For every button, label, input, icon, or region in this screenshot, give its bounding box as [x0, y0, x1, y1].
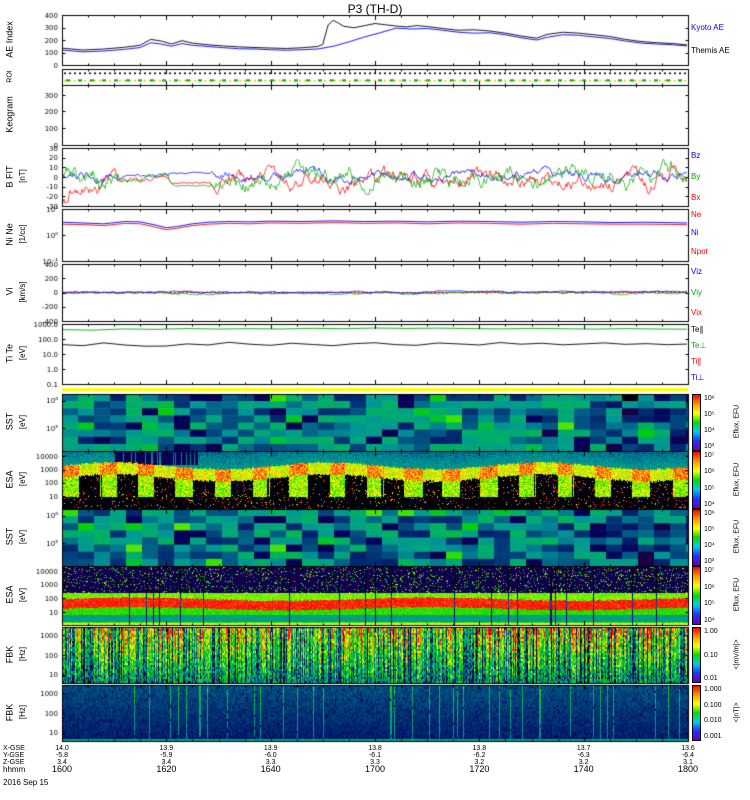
- legend-velocity-viy: Viy: [691, 287, 702, 297]
- colorbar-tick-sst_ions: 10⁴: [704, 427, 715, 434]
- colorbar-esa_electrons: [692, 566, 701, 625]
- xaxis-row-value-y-gse-5: -6.3: [577, 752, 590, 759]
- colorbar-tick-esa_electrons: 10⁷: [704, 567, 715, 574]
- xaxis-row-value-y-gse-0: -5.8: [55, 752, 69, 759]
- xaxis-row-value-x-gse-3: 13.8: [368, 745, 382, 752]
- legend-temperature-te: Te⊥: [691, 341, 707, 351]
- colorbar-esa_ions: [692, 451, 701, 509]
- xaxis-row-value-z-gse-1: 3.4: [161, 759, 172, 766]
- xaxis-row-value-y-gse-2: -6.0: [264, 752, 277, 759]
- legend-velocity-viz: Viz: [691, 266, 702, 276]
- colorbar-tick-fbk_efield: 0.10: [704, 651, 718, 659]
- xaxis-row-value-y-gse-6: -6.4: [681, 752, 695, 759]
- xaxis-row-value-x-gse-2: 13.9: [263, 745, 278, 752]
- xaxis-row-label-x-gse: X-GSE: [3, 745, 25, 752]
- xaxis-row-value-x-gse-5: 13.7: [576, 745, 591, 752]
- xaxis-row-value-y-gse-1: -5.9: [160, 752, 173, 759]
- plot-title: P3 (TH-D): [347, 2, 403, 16]
- xaxis-time-tick-6: 1800: [677, 764, 699, 774]
- colorbar-tick-fbk_bfield: 0.010: [704, 717, 722, 725]
- colorbar-sst_electrons: [692, 509, 701, 566]
- legend-temperature-ti: Ti⊥: [691, 373, 705, 382]
- xaxis-row-value-z-gse-4: 3.2: [474, 759, 485, 766]
- colorbar-tick-sst_ions: 10⁵: [704, 411, 715, 418]
- colorbar-tick-fbk_bfield: 1.000: [704, 686, 722, 693]
- xaxis-row-value-x-gse-4: 13.8: [472, 745, 487, 752]
- xaxis-row-label-z-gse: Z-GSE: [3, 759, 25, 766]
- xaxis-row-value-z-gse-3: 3.3: [370, 759, 380, 766]
- xaxis-row-label-y-gse: Y-GSE: [3, 752, 25, 759]
- legend-density-ne: Ne: [691, 210, 702, 220]
- legend-bfit-bx: Bx: [691, 192, 701, 202]
- colorbar-tick-fbk_bfield: 0.100: [704, 701, 722, 709]
- colorbar-sst_ions: [692, 394, 701, 451]
- colorbar-tick-sst_electrons: 10³: [704, 558, 715, 565]
- xaxis-row-value-x-gse-0: 14.0: [55, 745, 69, 752]
- colorbar-tick-sst_ions: 10⁶: [704, 395, 715, 402]
- colorbar-fbk_bfield: [692, 685, 701, 741]
- colorbar-tick-fbk_bfield: 0.001: [704, 733, 722, 740]
- colorbar-tick-fbk_efield: 0.01: [704, 675, 718, 682]
- legend-bfit-bz: Bz: [691, 151, 701, 161]
- legend-bfit-by: By: [691, 172, 701, 181]
- colorbar-tick-sst_ions: 10³: [704, 443, 715, 450]
- colorbar-tick-esa_ions: 10⁴: [704, 501, 715, 508]
- colorbar-tick-esa_electrons: 10⁴: [704, 617, 715, 624]
- xaxis-row-value-x-gse-6: 13.6: [681, 745, 695, 752]
- colorbar-label-fbk_bfield: <|nT|>: [733, 702, 741, 722]
- legend-density-npot: Npot: [691, 246, 708, 256]
- xaxis-time-tick-4: 1720: [469, 764, 490, 774]
- xaxis-row-value-z-gse-5: 3.2: [578, 759, 589, 766]
- xaxis-time-tick-5: 1740: [573, 764, 594, 774]
- xaxis-row-value-z-gse-6: 3.1: [683, 759, 693, 766]
- colorbar-tick-esa_electrons: 10⁶: [704, 583, 715, 591]
- colorbar-tick-sst_electrons: 10⁵: [704, 526, 715, 533]
- legend-ae-kyotoae: Kyoto AE: [691, 22, 724, 32]
- xaxis-time-tick-3: 1700: [364, 764, 386, 774]
- colorbar-tick-sst_electrons: 10⁴: [704, 542, 715, 549]
- xaxis-row-value-z-gse-0: 3.4: [57, 759, 67, 766]
- legend-temperature-ti: Ti∥: [691, 356, 702, 366]
- xaxis-row-value-y-gse-3: -6.1: [368, 752, 382, 759]
- xaxis-time-tick-0: 1600: [51, 764, 73, 774]
- colorbar-tick-esa_ions: 10⁶: [704, 468, 715, 476]
- xaxis-row-value-z-gse-2: 3.3: [265, 759, 276, 766]
- xaxis-unit-label: hhmm: [3, 765, 26, 774]
- colorbar-tick-esa_ions: 10⁷: [704, 452, 715, 459]
- legend-temperature-te: Te∥: [691, 325, 704, 334]
- colorbar-tick-esa_ions: 10⁵: [704, 484, 715, 492]
- xaxis-row-value-x-gse-1: 13.9: [159, 745, 174, 752]
- legend-density-ni: Ni: [691, 227, 699, 237]
- colorbar-tick-fbk_efield: 1.00: [704, 628, 718, 635]
- colorbar-tick-esa_electrons: 10⁵: [704, 600, 715, 608]
- legend-ae-themisae: Themis AE: [691, 46, 730, 55]
- date-label: 2016 Sep 15: [3, 778, 49, 787]
- xaxis-row-value-y-gse-4: -6.2: [473, 752, 486, 759]
- colorbar-fbk_efield: [692, 627, 701, 683]
- xaxis-time-tick-2: 1640: [260, 764, 281, 774]
- xaxis-time-tick-1: 1620: [156, 764, 177, 774]
- colorbar-tick-sst_electrons: 10⁶: [704, 510, 715, 517]
- legend-velocity-vix: Vix: [691, 308, 702, 318]
